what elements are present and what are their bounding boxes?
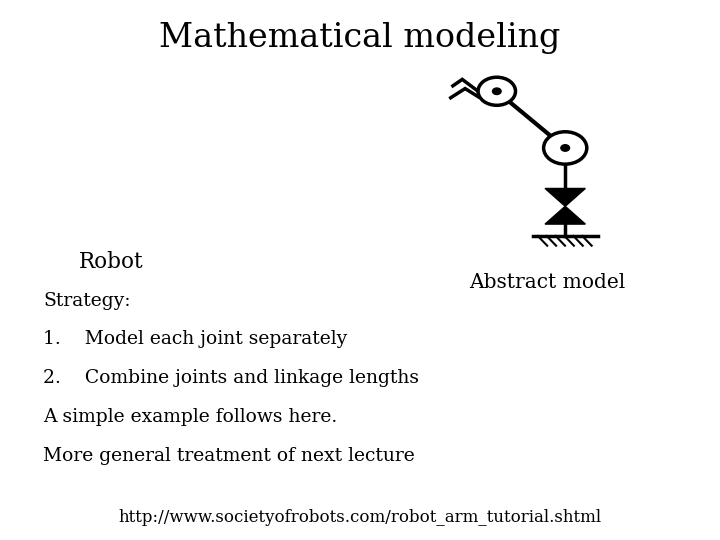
Circle shape [478,77,516,105]
Text: 1.    Model each joint separately: 1. Model each joint separately [43,330,348,348]
Polygon shape [545,206,585,224]
Text: 2.    Combine joints and linkage lengths: 2. Combine joints and linkage lengths [43,369,419,387]
Text: Strategy:: Strategy: [43,292,131,309]
Text: Robot: Robot [79,251,144,273]
Polygon shape [545,188,585,206]
Text: http://www.societyofrobots.com/robot_arm_tutorial.shtml: http://www.societyofrobots.com/robot_arm… [118,510,602,526]
Text: Mathematical modeling: Mathematical modeling [159,22,561,53]
Text: A simple example follows here.: A simple example follows here. [43,408,338,426]
Circle shape [492,88,501,94]
Text: Abstract model: Abstract model [469,273,626,292]
Text: More general treatment of next lecture: More general treatment of next lecture [43,447,415,465]
Circle shape [561,145,570,151]
Circle shape [544,132,587,164]
